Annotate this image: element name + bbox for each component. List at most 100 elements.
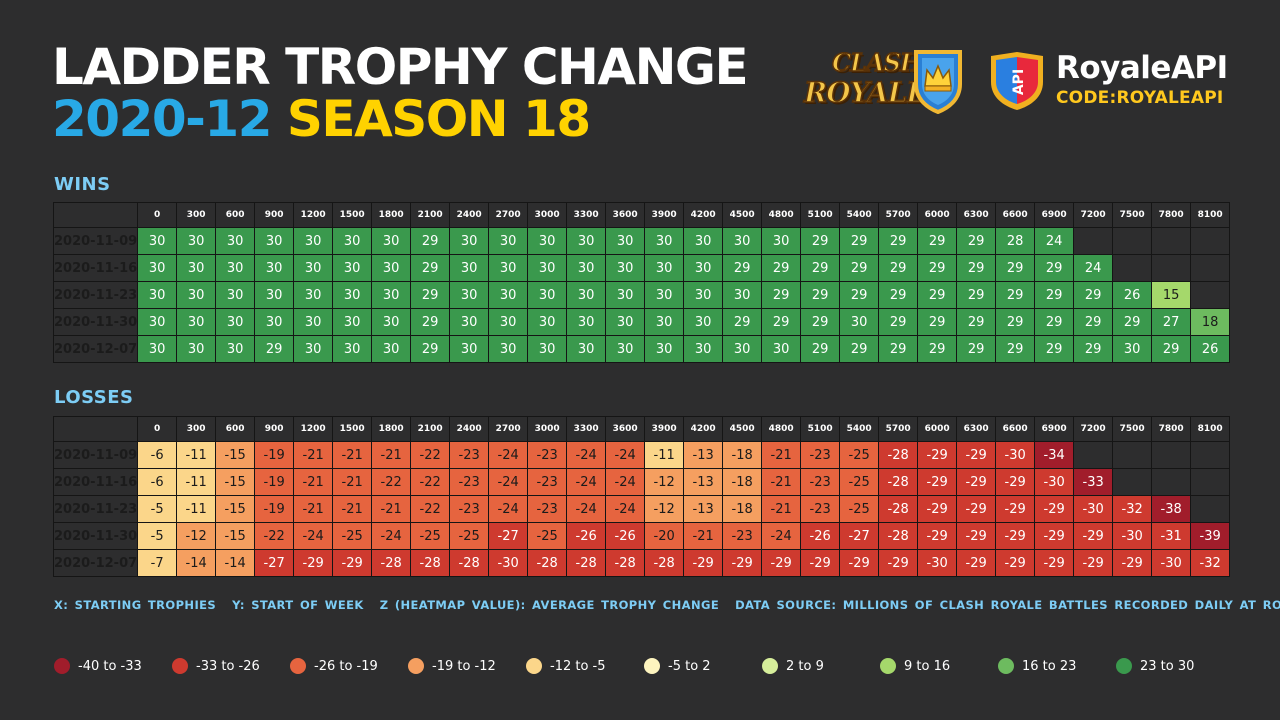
- legend: -40 to -33 -33 to -26 -26 to -19 -19 to -12…: [54, 656, 1244, 676]
- heatmap-cell: 30: [254, 254, 295, 282]
- heatmap-cell: -30: [995, 441, 1036, 469]
- heatmap-cell: -29: [917, 522, 958, 550]
- heatmap-cell: 15: [1151, 281, 1192, 309]
- heatmap-cell: 30: [215, 308, 256, 336]
- heatmap-cell: -29: [293, 549, 334, 577]
- heatmap-cell: 30: [683, 308, 724, 336]
- heatmap-cell: 30: [527, 227, 568, 255]
- heatmap-cell: -29: [878, 549, 919, 577]
- heatmap-cell: -29: [1073, 522, 1114, 550]
- heatmap-cell: 29: [839, 335, 880, 363]
- heatmap-cell: 30: [176, 335, 217, 363]
- heatmap-cell: -29: [722, 549, 763, 577]
- column-label: 1200: [293, 416, 334, 442]
- column-label: 7800: [1151, 416, 1192, 442]
- heatmap-cell: 30: [1112, 335, 1153, 363]
- heatmap-cell: 30: [137, 308, 178, 336]
- legend-item: -12 to -5: [526, 656, 606, 676]
- heatmap-cell: -28: [878, 522, 919, 550]
- heatmap-empty-cell: [1073, 227, 1114, 255]
- heatmap-cell: 29: [839, 254, 880, 282]
- heatmap-cell: -29: [1034, 549, 1075, 577]
- heatmap-cell: -27: [254, 549, 295, 577]
- column-label: 1200: [293, 202, 334, 228]
- heatmap-cell: -21: [761, 468, 802, 496]
- legend-item: 16 to 23: [998, 656, 1076, 676]
- heatmap-cell: -28: [605, 549, 646, 577]
- legend-item: -5 to 2: [644, 656, 711, 676]
- heatmap-cell: -22: [254, 522, 295, 550]
- heatmap-row: 2020-11-23 -5 -11 -15 -19 -21 -21 -21 -22 -23 -24-…: [52, 495, 1231, 523]
- heatmap-cell: -23: [800, 441, 841, 469]
- legend-swatch: [1116, 658, 1132, 674]
- column-label: 5400: [839, 416, 880, 442]
- column-label: 3900: [644, 202, 685, 228]
- heatmap-row: 2020-12-07 30 30 30 29 30 30 30 29 30 30 30 30 30 30 30…: [52, 335, 1231, 363]
- legend-item: -40 to -33: [54, 656, 142, 676]
- heatmap-empty-cell: [1151, 254, 1192, 282]
- heatmap-corner: [52, 202, 139, 228]
- column-label: 1500: [332, 416, 373, 442]
- heatmap-cell: 30: [449, 335, 490, 363]
- heatmap-cell: -21: [293, 468, 334, 496]
- heatmap-cell: -28: [878, 441, 919, 469]
- wins-heatmap: 0 300 600 900 1200 1500 1800 2100 2400 2700 3000 33…: [52, 202, 1231, 363]
- heatmap-cell: -32: [1112, 495, 1153, 523]
- heatmap-cell: -15: [215, 468, 256, 496]
- heatmap-cell: 30: [644, 254, 685, 282]
- heatmap-cell: -30: [1034, 468, 1075, 496]
- row-label: 2020-11-09: [52, 441, 139, 469]
- heatmap-cell: 30: [683, 227, 724, 255]
- heatmap-cell: 30: [176, 281, 217, 309]
- heatmap-cell: 30: [566, 281, 607, 309]
- legend-item: -33 to -26: [172, 656, 260, 676]
- legend-label: 16 to 23: [1022, 658, 1077, 674]
- heatmap-cell: -19: [254, 468, 295, 496]
- heatmap-cell: 30: [605, 335, 646, 363]
- heatmap-cell: 29: [1073, 281, 1114, 309]
- heatmap-cell: -31: [1151, 522, 1192, 550]
- heatmap-cell: 30: [137, 254, 178, 282]
- heatmap-cell: 30: [137, 227, 178, 255]
- heatmap-empty-cell: [1112, 227, 1153, 255]
- heatmap-cell: 29: [956, 227, 997, 255]
- heatmap-cell: -15: [215, 522, 256, 550]
- heatmap-cell: -23: [449, 441, 490, 469]
- column-label: 2700: [488, 416, 529, 442]
- column-label: 6600: [995, 202, 1036, 228]
- heatmap-cell: 30: [566, 335, 607, 363]
- heatmap-cell: -28: [878, 495, 919, 523]
- heatmap-empty-cell: [1190, 441, 1231, 469]
- heatmap-cell: -23: [800, 468, 841, 496]
- column-label: 6300: [956, 416, 997, 442]
- heatmap-cell: 24: [1073, 254, 1114, 282]
- heatmap-empty-cell: [1112, 468, 1153, 496]
- heatmap-cell: -6: [137, 468, 178, 496]
- column-label: 4800: [761, 202, 802, 228]
- column-label: 7500: [1112, 416, 1153, 442]
- heatmap-cell: -28: [644, 549, 685, 577]
- royaleapi-name: RoyaleAPI: [1056, 50, 1228, 86]
- heatmap-cell: -24: [605, 441, 646, 469]
- heatmap-cell: -24: [566, 468, 607, 496]
- legend-label: -26 to -19: [314, 658, 378, 674]
- heatmap-cell: -21: [761, 495, 802, 523]
- clash-royale-logo-word-1: CLASH: [831, 47, 923, 78]
- column-label: 2400: [449, 202, 490, 228]
- heatmap-cell: -19: [254, 495, 295, 523]
- heatmap-cell: -25: [839, 495, 880, 523]
- heatmap-cell: -29: [995, 522, 1036, 550]
- heatmap-cell: 29: [410, 335, 451, 363]
- legend-label: -33 to -26: [196, 658, 260, 674]
- heatmap-cell: 26: [1190, 335, 1231, 363]
- heatmap-cell: -39: [1190, 522, 1231, 550]
- heatmap-cell: -11: [176, 468, 217, 496]
- title-line-2: 2020-12 SEASON 18: [52, 90, 591, 148]
- legend-swatch: [408, 658, 424, 674]
- column-label: 3300: [566, 202, 607, 228]
- heatmap-cell: 30: [254, 308, 295, 336]
- heatmap-cell: -11: [176, 495, 217, 523]
- heatmap-empty-cell: [1112, 254, 1153, 282]
- heatmap-cell: -11: [644, 441, 685, 469]
- heatmap-cell: 29: [917, 335, 958, 363]
